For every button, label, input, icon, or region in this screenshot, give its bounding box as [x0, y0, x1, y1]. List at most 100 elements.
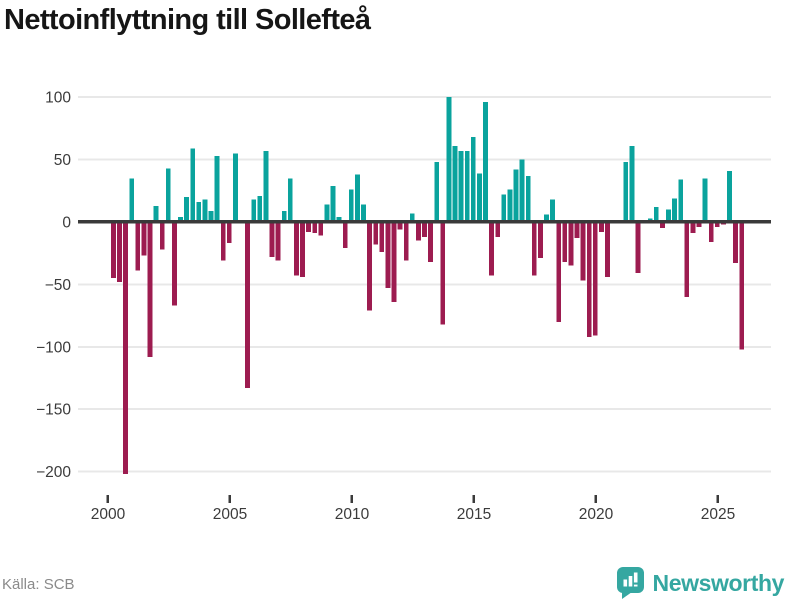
bar [233, 153, 238, 222]
bar [574, 222, 580, 239]
bar [531, 222, 537, 276]
y-axis-label: 0 [62, 215, 71, 232]
x-axis-label: 2005 [213, 506, 247, 523]
bar [403, 222, 409, 261]
bar [312, 222, 318, 234]
bar [556, 222, 562, 322]
bar [464, 150, 470, 222]
bar [623, 162, 629, 222]
bar [586, 222, 592, 337]
bar [684, 222, 690, 297]
bar [416, 222, 421, 241]
bar [184, 197, 189, 222]
x-axis-label: 2015 [457, 506, 491, 523]
bar [294, 222, 299, 276]
bar [196, 202, 202, 222]
bar [660, 222, 665, 229]
x-axis-tick [716, 495, 720, 503]
bar [580, 222, 586, 281]
source-label: Källa: SCB [2, 576, 75, 593]
bar [355, 174, 360, 222]
bar [385, 222, 391, 289]
bar [714, 222, 720, 227]
x-axis-label: 2010 [335, 506, 370, 523]
bar [324, 204, 330, 222]
bar [635, 222, 641, 274]
bar [739, 222, 745, 350]
x-axis-tick [228, 495, 232, 503]
bar [696, 222, 702, 227]
y-axis-label: −50 [45, 277, 72, 294]
bar [428, 222, 433, 262]
bar [269, 222, 275, 257]
bar [458, 150, 464, 222]
bar [397, 222, 403, 230]
bar [568, 222, 574, 266]
bar [251, 199, 257, 222]
bar [178, 217, 183, 222]
bar [300, 222, 305, 277]
bar [391, 222, 397, 302]
x-axis-tick [594, 495, 598, 503]
brand-wordmark: Newsworthy [652, 569, 785, 596]
x-axis-label: 2025 [701, 506, 735, 523]
bar [452, 145, 458, 222]
x-axis-tick [106, 495, 110, 503]
bar [306, 222, 311, 232]
y-axis-label: −150 [36, 402, 71, 419]
bar [422, 222, 427, 237]
bar [483, 102, 488, 222]
brand-logo: Newsworthy [616, 566, 785, 600]
bar [202, 199, 208, 222]
bar [446, 97, 452, 222]
bar [489, 222, 494, 276]
x-axis-tick [350, 495, 354, 503]
bar [653, 207, 659, 222]
zero-axis-line [78, 220, 771, 224]
bar [214, 155, 220, 222]
page-title: Nettoinflyttning till Sollefteå [4, 4, 371, 36]
bar [135, 222, 141, 271]
bar [111, 222, 116, 279]
chart-area: Nettoinflyttning till Sollefteå 100 50 0 −5… [4, 4, 771, 523]
bar [373, 222, 379, 245]
bar [379, 222, 385, 252]
y-axis-label: −100 [36, 339, 71, 356]
bar [123, 222, 128, 475]
bar [733, 222, 738, 264]
bar [519, 159, 525, 222]
bar [342, 222, 348, 249]
bar [690, 222, 696, 234]
bar [495, 222, 501, 237]
bar [117, 222, 122, 282]
bar [330, 185, 336, 222]
y-axis-label: 100 [45, 90, 71, 107]
bar [281, 210, 287, 222]
bar [153, 205, 159, 222]
bar [605, 222, 610, 277]
bar [727, 170, 732, 222]
bar [592, 222, 598, 336]
bar [501, 194, 507, 222]
bar [629, 145, 635, 222]
x-axis-tick [472, 495, 476, 503]
bar [470, 137, 476, 222]
bar [678, 179, 684, 222]
x-axis-label: 2000 [91, 506, 126, 523]
bar [434, 162, 440, 222]
bar [507, 189, 513, 222]
bar [208, 210, 214, 222]
bar [702, 178, 708, 222]
bar [550, 199, 555, 222]
bar [367, 222, 372, 311]
bar [513, 169, 519, 222]
y-axis-label: 50 [54, 152, 72, 169]
bar [141, 222, 147, 256]
bar [440, 222, 446, 325]
bar [220, 222, 226, 261]
bar [409, 213, 415, 222]
newsworthy-icon [616, 566, 644, 599]
bar [263, 150, 269, 222]
bar [257, 195, 263, 222]
